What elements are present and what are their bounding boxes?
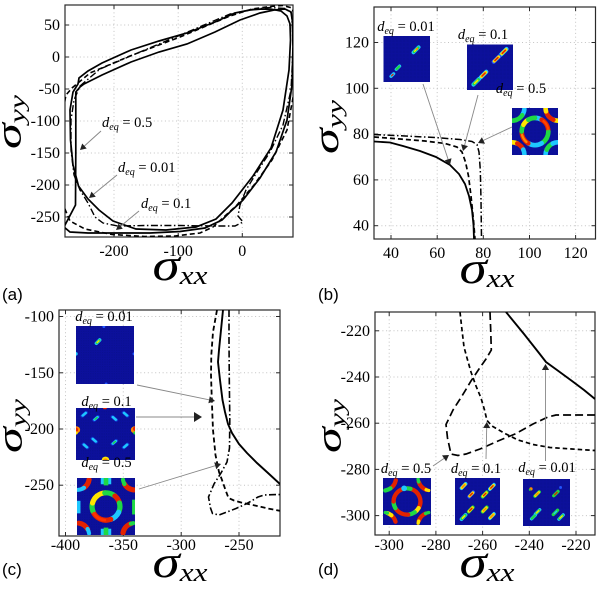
- svg-text:40: 40: [353, 218, 369, 235]
- svg-text:-350: -350: [109, 537, 138, 554]
- svg-text:40: 40: [383, 245, 399, 262]
- svg-text:-200: -200: [25, 421, 54, 438]
- svg-text:-280: -280: [341, 461, 370, 478]
- svg-text:80: 80: [353, 126, 369, 143]
- svg-text:-260: -260: [468, 537, 497, 554]
- svg-text:-150: -150: [31, 145, 60, 162]
- svg-text:(b): (b): [318, 285, 339, 304]
- svg-text:deq = 0.1: deq = 0.1: [458, 27, 508, 45]
- svg-text:-220: -220: [341, 323, 370, 340]
- svg-text:0: 0: [238, 243, 246, 260]
- svg-text:σxx: σxx: [153, 536, 208, 587]
- svg-text:deq = 0.5: deq = 0.5: [81, 455, 131, 473]
- svg-text:60: 60: [429, 245, 445, 262]
- svg-text:-300: -300: [341, 508, 370, 525]
- svg-text:-240: -240: [515, 537, 544, 554]
- svg-text:(a): (a): [2, 285, 23, 304]
- svg-text:120: 120: [564, 245, 588, 262]
- svg-text:-240: -240: [341, 369, 370, 386]
- svg-text:0: 0: [52, 49, 60, 66]
- svg-text:-280: -280: [421, 537, 450, 554]
- svg-text:-260: -260: [341, 415, 370, 432]
- svg-text:60: 60: [353, 172, 369, 189]
- svg-text:-300: -300: [375, 537, 404, 554]
- svg-text:deq = 0.01: deq = 0.01: [518, 460, 576, 478]
- svg-text:-100: -100: [164, 243, 193, 260]
- svg-text:deq = 0.5: deq = 0.5: [496, 81, 546, 99]
- svg-text:-50: -50: [39, 81, 60, 98]
- svg-text:deq = 0.1: deq = 0.1: [451, 461, 501, 479]
- svg-text:80: 80: [475, 245, 491, 262]
- svg-text:-250: -250: [25, 477, 54, 494]
- svg-text:-100: -100: [25, 309, 54, 326]
- svg-text:(d): (d): [318, 560, 339, 579]
- svg-text:(c): (c): [2, 560, 22, 579]
- svg-text:deq = 0.01: deq = 0.01: [118, 160, 176, 178]
- svg-text:deq = 0.1: deq = 0.1: [141, 196, 191, 214]
- svg-text:deq = 0.01: deq = 0.01: [377, 19, 435, 37]
- svg-text:-100: -100: [31, 113, 60, 130]
- svg-text:deq = 0.1: deq = 0.1: [81, 394, 131, 412]
- svg-text:-220: -220: [561, 537, 590, 554]
- svg-text:deq = 0.01: deq = 0.01: [75, 309, 133, 327]
- svg-text:deq = 0.5: deq = 0.5: [381, 461, 431, 479]
- svg-text:-150: -150: [25, 365, 54, 382]
- svg-text:-250: -250: [224, 537, 253, 554]
- svg-text:σyy: σyy: [0, 94, 29, 149]
- svg-text:50: 50: [44, 17, 60, 34]
- svg-text:-400: -400: [51, 537, 80, 554]
- svg-text:120: 120: [345, 35, 369, 52]
- svg-text:-300: -300: [167, 537, 196, 554]
- svg-text:deq = 0.5: deq = 0.5: [102, 115, 152, 133]
- svg-text:-250: -250: [31, 209, 60, 226]
- svg-text:-200: -200: [31, 177, 60, 194]
- svg-text:100: 100: [518, 245, 542, 262]
- svg-text:100: 100: [345, 80, 369, 97]
- svg-text:-200: -200: [99, 243, 128, 260]
